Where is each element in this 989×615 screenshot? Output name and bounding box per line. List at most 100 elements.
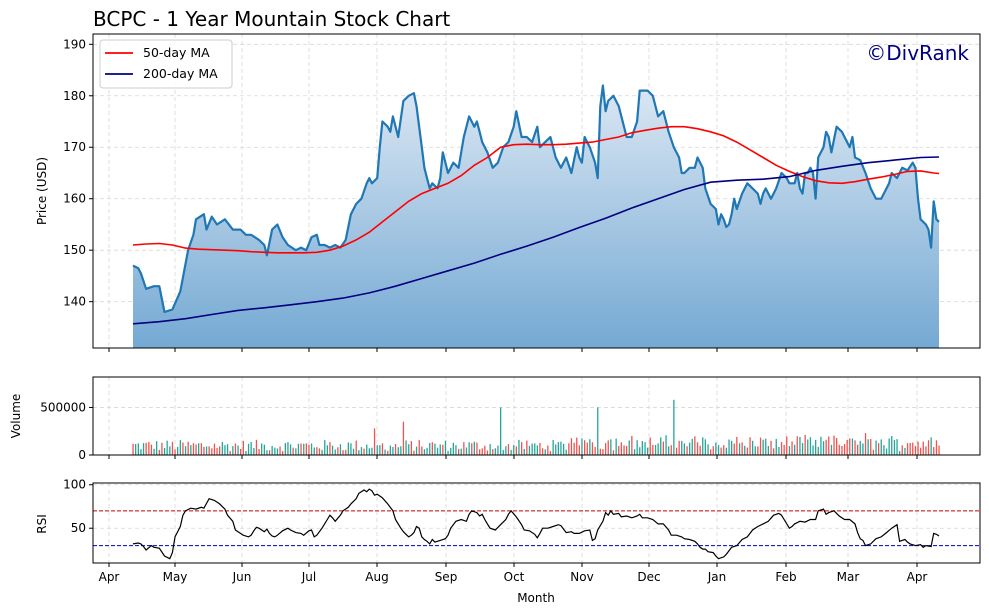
volume-bar (899, 451, 901, 455)
volume-bar (815, 439, 817, 455)
volume-bar (140, 449, 142, 455)
volume-bar (334, 449, 336, 455)
volume-bar (594, 446, 596, 455)
volume-bar (444, 440, 447, 455)
volume-bar (854, 440, 856, 455)
volume-bar (308, 444, 310, 455)
volume-bar (544, 449, 546, 455)
volume-bar (555, 444, 557, 455)
volume-bar (534, 443, 536, 455)
volume-bar (812, 445, 814, 455)
volume-bar (731, 440, 733, 455)
volume-bar (754, 446, 756, 455)
volume-bar (864, 433, 867, 455)
volume-bar (686, 446, 688, 455)
volume-bar (836, 438, 838, 455)
volume-bar (219, 446, 221, 455)
volume-bar (394, 444, 397, 455)
volume-bar (473, 441, 475, 455)
volume-bar (883, 445, 885, 455)
y-tick-label: 170 (63, 140, 86, 154)
volume-bar (851, 438, 854, 455)
volume-bar (644, 442, 646, 455)
volume-bar (626, 445, 628, 455)
volume-bar (486, 450, 489, 455)
volume-bar (825, 439, 827, 455)
volume-bar (205, 446, 208, 455)
ma50-line (132, 125, 940, 254)
volume-bar (373, 428, 376, 455)
volume-bar (891, 436, 893, 455)
volume-bar (738, 443, 741, 455)
volume-bar (817, 446, 819, 455)
volume-bar (198, 443, 200, 455)
volume-bar (261, 443, 263, 455)
volume-bar (531, 443, 533, 455)
volume-bar (699, 445, 701, 455)
volume-bar (584, 440, 586, 455)
volume-bar (476, 442, 478, 455)
price-y-ticks: 140 150 160 170 180 190 (63, 37, 93, 309)
volume-bar (762, 439, 764, 455)
volume-bar (694, 436, 696, 455)
y-tick-label: 140 (63, 295, 86, 309)
volume-bar (715, 442, 717, 455)
volume-bar (602, 449, 604, 455)
volume-bar (421, 446, 423, 455)
volume-bar (909, 443, 911, 455)
volume-bar (526, 440, 528, 455)
price-line (132, 84, 940, 314)
volume-bar (904, 447, 906, 455)
price-panel: 140 150 160 170 180 190 Price (USD) 50-day MA… (35, 33, 981, 352)
volume-bar (780, 442, 783, 455)
volume-bar (387, 450, 389, 455)
volume-bar (240, 448, 242, 455)
volume-bar (232, 446, 234, 455)
volume-bar (822, 441, 825, 455)
volume-bar (783, 444, 785, 455)
volume-bar (463, 442, 465, 455)
volume-bar (668, 446, 670, 455)
volume-bar (471, 443, 473, 455)
volume-bar (880, 439, 882, 455)
y-tick-label: 160 (63, 192, 86, 206)
price-x-ticks (108, 348, 918, 352)
volume-bar (799, 436, 801, 455)
volume-bar (930, 437, 932, 455)
volume-bar (303, 443, 305, 455)
rsi-y-ticks: 50 100 (63, 478, 93, 535)
volume-bar (654, 444, 657, 455)
volume-bar (507, 444, 510, 455)
volume-bar (515, 446, 517, 455)
volume-bar (859, 440, 861, 455)
volume-bar (331, 445, 334, 455)
volume-bar (807, 439, 809, 455)
volume-bar (156, 441, 158, 455)
volume-bar (289, 444, 292, 455)
x-tick-label: Sep (435, 570, 458, 584)
volume-bar (933, 447, 935, 455)
volume-bar (148, 442, 150, 455)
volume-bar (200, 443, 202, 455)
volume-bar (586, 442, 588, 455)
volume-bar (696, 442, 699, 455)
volume-bar (914, 445, 917, 455)
volume-bar (786, 436, 788, 455)
volume-bar (681, 440, 683, 455)
volume-bar (741, 442, 743, 455)
volume-bar (484, 445, 486, 455)
volume-bar (665, 435, 667, 455)
volume-bar (355, 440, 357, 455)
volume-bar (662, 441, 664, 455)
volume-bar (573, 442, 575, 455)
volume-bar (166, 440, 168, 455)
volume-bar (460, 448, 462, 455)
volume-bar (347, 442, 349, 455)
volume-bar (641, 441, 643, 455)
volume-bar (862, 443, 864, 455)
volume-bar (773, 448, 775, 455)
volume-bar (717, 445, 720, 455)
volume-bar (142, 443, 145, 455)
volume-bar (329, 442, 331, 455)
rsi-y-axis-label: RSI (35, 514, 49, 534)
